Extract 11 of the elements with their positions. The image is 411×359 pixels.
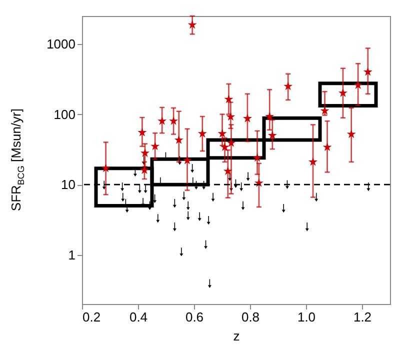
y-tick-label: 100: [54, 106, 76, 122]
x-tick-label: 0.2: [82, 310, 101, 324]
x-tick-label: 1.0: [297, 310, 316, 324]
x-tick-label: 0.4: [129, 310, 148, 324]
y-tick-label: 1: [68, 247, 76, 262]
y-tick-label: 1000: [46, 36, 76, 52]
y-tick-label: 10: [61, 177, 76, 192]
x-tick-label: 0.8: [241, 310, 260, 324]
x-axis-title: z: [233, 328, 240, 344]
x-tick-label: 1.2: [353, 310, 372, 324]
x-tick-label: 0.6: [185, 310, 204, 324]
